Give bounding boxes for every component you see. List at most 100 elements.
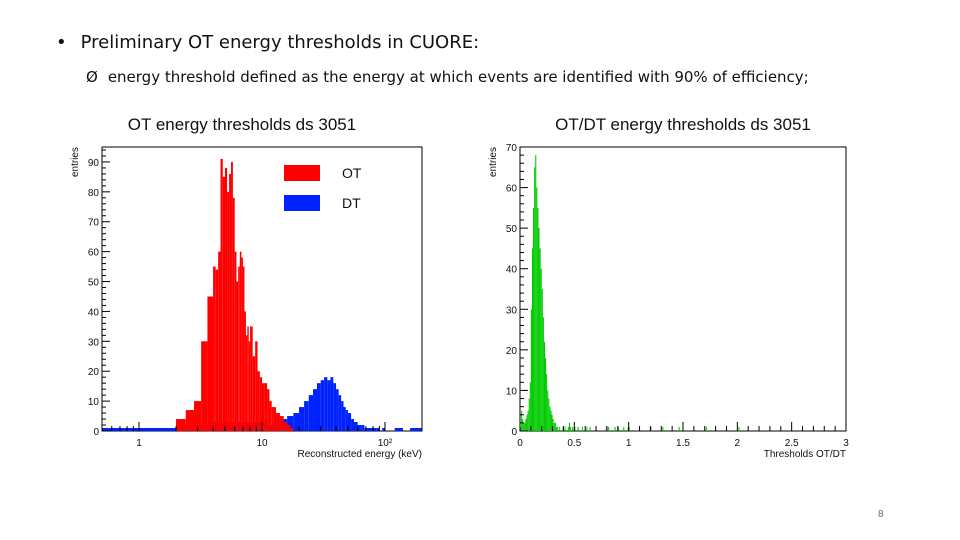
histogram-bar xyxy=(185,410,195,431)
legend-label-ot: OT xyxy=(342,165,362,181)
histogram-bar xyxy=(245,335,248,431)
histogram-bar xyxy=(572,426,574,431)
y-tick-label: 50 xyxy=(88,278,100,289)
legend-swatch-ot xyxy=(284,165,320,181)
histogram-bar xyxy=(550,410,552,431)
histogram-bar xyxy=(617,426,619,431)
histogram-bar xyxy=(555,426,557,431)
histogram-bar xyxy=(213,266,216,431)
histogram-bar xyxy=(574,426,576,431)
x-tick-label: 2.5 xyxy=(785,438,799,449)
ratio-threshold-chart-svg: OT/DT energy thresholds ds 3051010203040… xyxy=(488,115,849,460)
histogram-bar xyxy=(255,341,258,431)
histogram-bar xyxy=(224,167,228,431)
histogram-bar xyxy=(553,422,555,431)
y-tick-label: 40 xyxy=(506,265,518,276)
histogram-bar xyxy=(338,395,342,431)
histogram-bar xyxy=(548,398,550,431)
histogram-bar xyxy=(564,426,566,431)
histogram-bar xyxy=(627,426,629,431)
histogram-bar xyxy=(290,428,294,431)
histogram-bar xyxy=(581,426,584,431)
legend-swatch-dt xyxy=(284,195,320,211)
histogram-bar xyxy=(333,383,337,431)
histogram-bar xyxy=(527,410,529,431)
y-tick-label: 60 xyxy=(88,248,100,259)
histogram-bar xyxy=(410,428,422,431)
histogram-bar xyxy=(269,401,272,431)
histogram-bar xyxy=(308,395,314,431)
histogram-bar xyxy=(250,326,253,431)
histogram-bar xyxy=(222,176,225,431)
histogram-bar xyxy=(554,422,556,431)
histogram-bar xyxy=(521,410,523,431)
histogram-bar xyxy=(247,326,249,431)
histogram-bar xyxy=(220,158,223,431)
histogram-bar xyxy=(678,426,680,431)
histogram-bar xyxy=(234,251,237,431)
slide-heading: Preliminary OT energy thresholds in CUOR… xyxy=(80,32,480,53)
histogram-bar xyxy=(327,380,331,431)
histogram-bar xyxy=(567,426,569,431)
histogram-bar xyxy=(207,296,214,431)
series-dt xyxy=(102,377,422,431)
histogram-bar xyxy=(304,401,309,431)
histogram-bar xyxy=(299,407,305,431)
x-tick-label: 1 xyxy=(136,438,142,449)
histogram-bar xyxy=(533,207,535,431)
histogram-bar xyxy=(529,382,531,431)
histogram-bar xyxy=(238,266,240,431)
y-axis-label: entries xyxy=(488,147,499,177)
histogram-bar xyxy=(589,426,591,431)
histogram-bar xyxy=(324,377,328,431)
sub-bullet-text: energy threshold defined as the energy a… xyxy=(107,68,809,86)
histogram-bar xyxy=(549,406,551,431)
ot-threshold-chart-svg: OT energy thresholds ds 3051 0 10 20 30 40 50 6… xyxy=(70,115,423,460)
histogram-bar xyxy=(244,311,246,431)
histogram-bar xyxy=(316,383,321,431)
x-tick-label: 1 xyxy=(626,438,632,449)
histogram-bar xyxy=(562,426,564,431)
histogram-bar xyxy=(559,426,561,431)
y-tick-label: 0 xyxy=(93,427,99,438)
histogram-bar xyxy=(236,281,239,431)
x-axis-label: Thresholds OT/DT xyxy=(764,449,846,460)
histogram-bar xyxy=(119,428,140,431)
histogram-bar xyxy=(262,383,265,431)
histogram-bar xyxy=(139,428,157,431)
ot-threshold-chart: OT energy thresholds ds 3051 0 10 20 30 40 50 6… xyxy=(60,108,440,463)
histogram-bar xyxy=(241,257,243,431)
y-tick-label: 70 xyxy=(88,218,100,229)
histogram-bar xyxy=(650,426,652,431)
series-ot-dt xyxy=(520,155,740,431)
histogram-bar xyxy=(357,425,362,431)
y-tick-label: 0 xyxy=(511,427,517,438)
y-tick-label: 70 xyxy=(506,143,518,154)
y-tick-label: 20 xyxy=(88,367,100,378)
histogram-bar xyxy=(156,428,177,431)
y-tick-label: 60 xyxy=(506,184,518,195)
histogram-bar xyxy=(343,407,346,431)
histogram-bar xyxy=(628,426,630,431)
histogram-bar xyxy=(287,425,291,431)
histogram-bar xyxy=(551,414,553,431)
sub-bullet-arrow: Ø xyxy=(86,68,98,86)
histogram-bar xyxy=(547,390,549,431)
histogram-bar xyxy=(194,401,202,431)
histogram-bar xyxy=(524,422,526,431)
histogram-bar xyxy=(229,173,232,431)
y-tick-label: 10 xyxy=(88,397,100,408)
x-tick-label: 0.5 xyxy=(567,438,581,449)
bullet-dot: • xyxy=(56,32,67,53)
histogram-bar xyxy=(239,251,242,431)
histogram-bar xyxy=(705,426,707,431)
y-tick-label: 30 xyxy=(88,337,100,348)
histogram-bar xyxy=(242,266,245,431)
x-tick-label: 2 xyxy=(735,438,741,449)
histogram-bar xyxy=(541,289,543,431)
histogram-bar xyxy=(623,426,625,431)
histogram-bar xyxy=(542,317,544,431)
histogram-bar xyxy=(608,426,610,431)
histogram-bar xyxy=(534,167,536,431)
